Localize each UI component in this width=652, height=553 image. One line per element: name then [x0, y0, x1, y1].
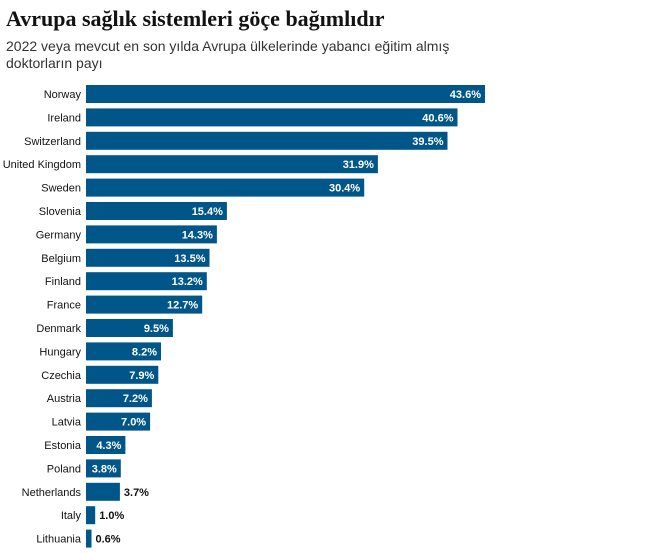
category-label: Netherlands	[22, 487, 82, 499]
bar-slovenia	[86, 202, 227, 220]
category-label: Latvia	[52, 417, 82, 429]
category-label: Germany	[36, 229, 82, 241]
chart-subtitle: 2022 veya mevcut en son yılda Avrupa ülk…	[6, 38, 450, 71]
value-label: 7.0%	[121, 417, 146, 429]
category-label: France	[47, 300, 81, 312]
value-label: 3.8%	[92, 463, 117, 475]
category-label: Ireland	[47, 112, 81, 124]
value-label: 3.7%	[124, 487, 149, 499]
value-label: 15.4%	[192, 206, 223, 218]
bar-lithuania	[86, 529, 92, 548]
category-label: Denmark	[36, 323, 81, 335]
value-label: 12.7%	[167, 300, 198, 312]
value-label: 8.2%	[132, 346, 157, 358]
category-label: Hungary	[39, 346, 81, 358]
value-label: 40.6%	[422, 112, 453, 124]
category-label: Estonia	[44, 440, 82, 452]
value-label: 13.5%	[174, 253, 205, 265]
bar-united-kingdom	[86, 155, 378, 174]
category-label: Finland	[45, 276, 81, 288]
value-label: 14.3%	[182, 229, 213, 241]
category-label: Lithuania	[36, 534, 82, 546]
category-label: Italy	[61, 510, 82, 522]
bar-austria	[86, 389, 152, 408]
value-label: 39.5%	[412, 136, 443, 148]
value-label: 13.2%	[172, 276, 203, 288]
bar-switzerland	[86, 131, 448, 150]
value-label: 0.6%	[96, 534, 121, 546]
category-label: Austria	[47, 393, 82, 405]
bar-belgium	[86, 248, 210, 267]
category-label: Belgium	[41, 253, 81, 265]
value-label: 30.4%	[329, 183, 360, 195]
category-label: Slovenia	[39, 206, 82, 218]
value-label: 31.9%	[343, 159, 374, 171]
bar-hungary	[86, 342, 161, 361]
bar-latvia	[86, 412, 151, 431]
category-label: Norway	[44, 89, 82, 101]
category-label: Poland	[47, 463, 81, 475]
value-label: 43.6%	[450, 89, 481, 101]
bar-denmark	[86, 319, 173, 337]
bar-czechia	[86, 365, 159, 384]
value-label: 7.2%	[123, 393, 148, 405]
bar-finland	[86, 272, 207, 291]
bar-netherlands	[86, 482, 120, 501]
bar-sweden	[86, 178, 365, 197]
bar-ireland	[86, 108, 458, 127]
category-label: Switzerland	[24, 136, 81, 148]
bar-estonia	[86, 436, 126, 454]
value-label: 4.3%	[96, 440, 121, 452]
chart-title: Avrupa sağlık sistemleri göçe bağımlıdır	[6, 6, 385, 31]
category-label: Czechia	[41, 370, 82, 382]
value-label: 9.5%	[144, 323, 169, 335]
bar-france	[86, 295, 203, 314]
bar-poland	[86, 459, 121, 478]
category-label: United Kingdom	[3, 159, 81, 171]
value-label: 1.0%	[99, 510, 124, 522]
category-label: Sweden	[41, 183, 81, 195]
bar-norway	[86, 85, 485, 103]
value-label: 7.9%	[129, 370, 154, 382]
bar-italy	[86, 506, 96, 525]
bar-germany	[86, 225, 217, 244]
